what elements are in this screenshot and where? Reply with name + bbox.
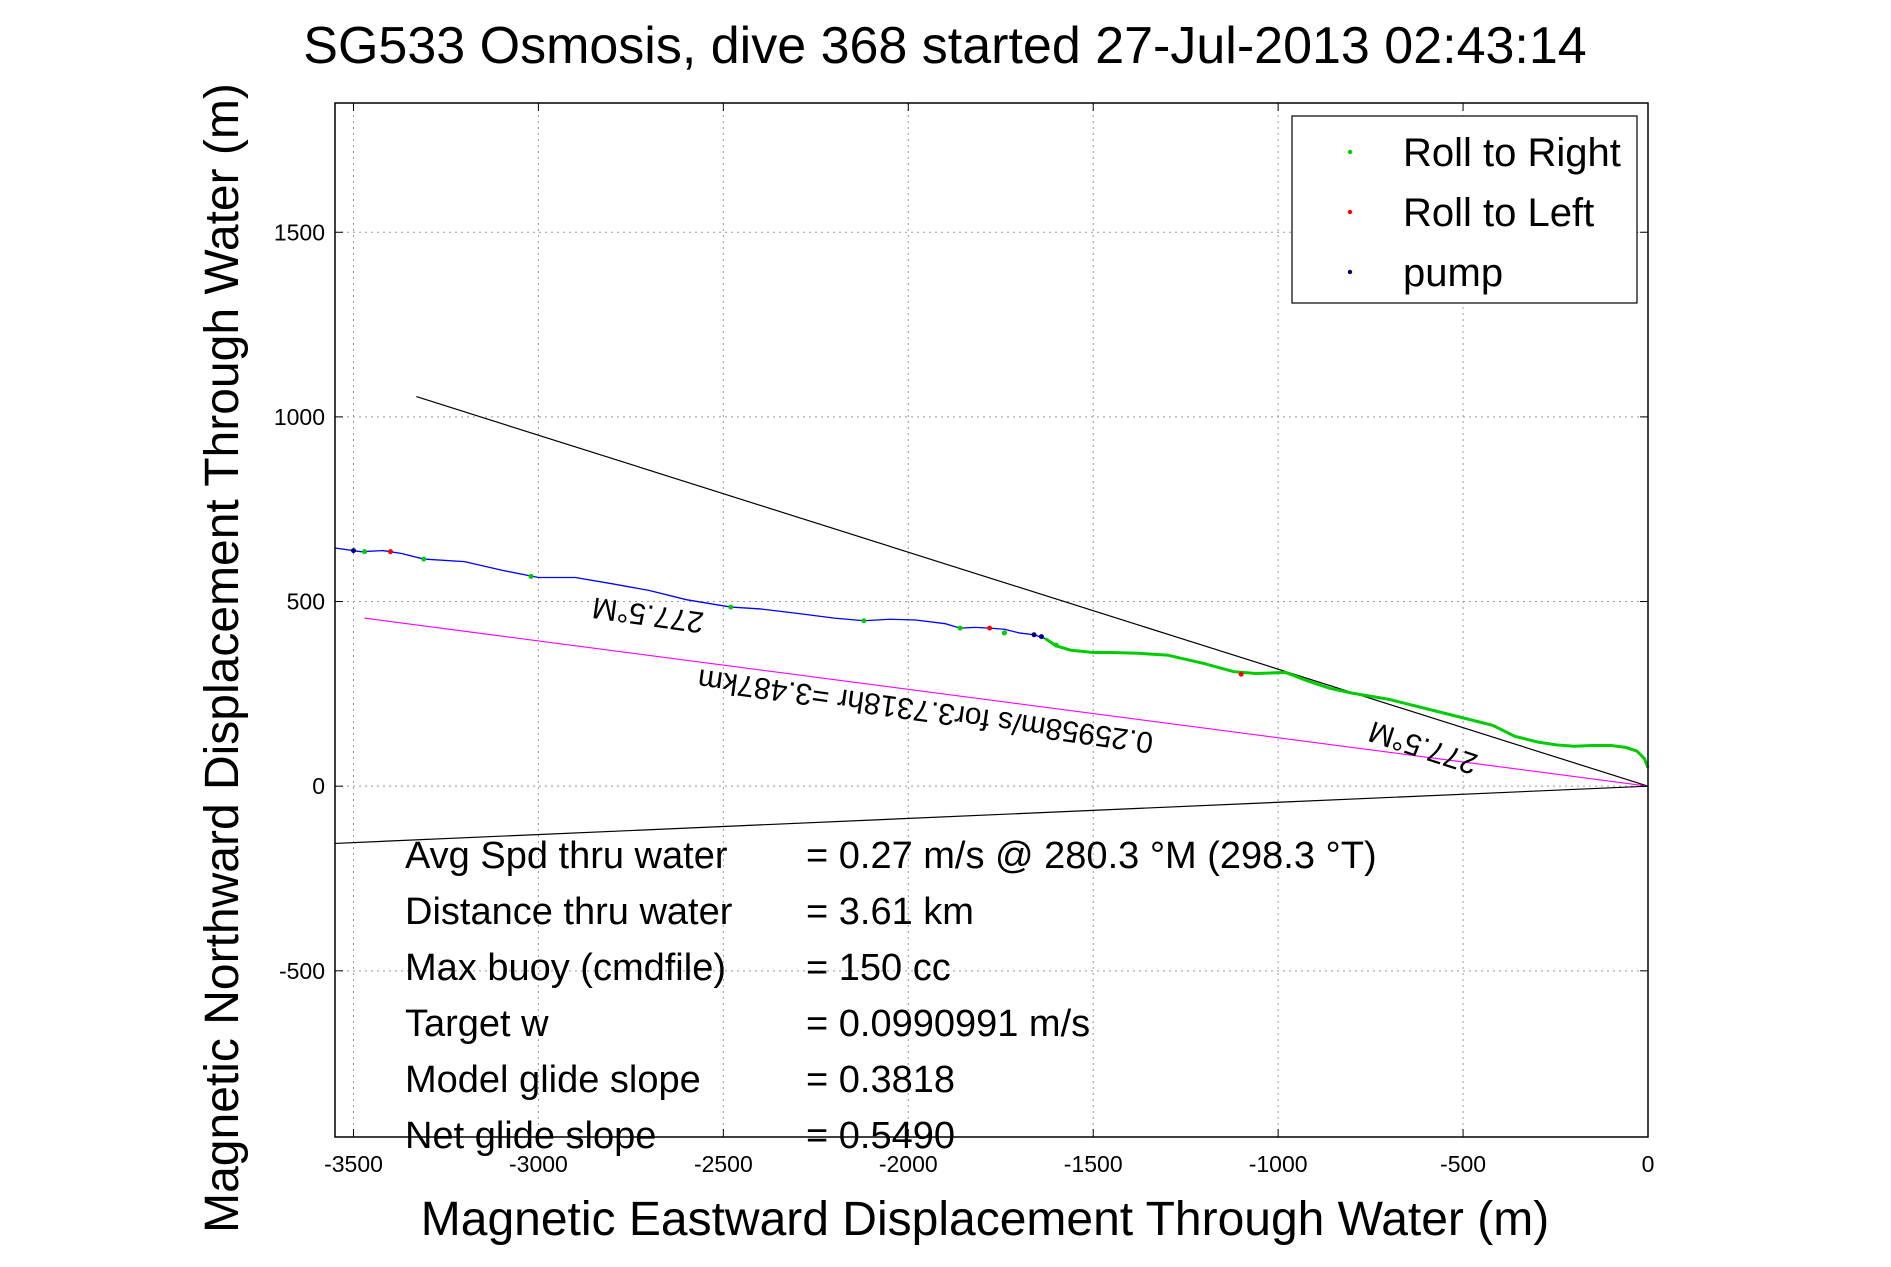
pump-point (1031, 632, 1037, 638)
reference-line (416, 396, 1649, 787)
stat-value: = 150 cc (806, 947, 951, 989)
x-tick-label: -1500 (1064, 1151, 1123, 1177)
roll-to-right-point (528, 573, 534, 579)
roll-to-left-point (1238, 671, 1244, 677)
stats-block: Avg Spd thru water = 0.27 m/s @ 280.3 °M … (405, 835, 1377, 1157)
legend-marker (1347, 209, 1353, 215)
y-tick-label: 500 (287, 589, 325, 615)
legend-marker (1347, 269, 1353, 275)
legend-label: Roll to Right (1403, 131, 1621, 175)
roll-to-left-point (387, 549, 393, 555)
y-tick-label: 1500 (274, 219, 325, 245)
track-series-line (1044, 637, 1650, 769)
track-series-line (334, 547, 1046, 640)
stat-label: Model glide slope (405, 1059, 701, 1101)
roll-to-right-point (957, 625, 963, 631)
x-axis-label: Magnetic Eastward Displacement Through W… (421, 1193, 1549, 1246)
pump-point (350, 548, 356, 554)
stat-value: = 0.5490 (806, 1115, 955, 1157)
x-tick-label: 0 (1642, 1151, 1655, 1177)
stat-value: = 0.0990991 m/s (806, 1003, 1090, 1045)
stat-label: Max buoy (cmdfile) (405, 947, 726, 989)
roll-to-right-point (1001, 630, 1007, 636)
x-tick-label: -2500 (694, 1151, 753, 1177)
y-tick-label: -500 (279, 958, 325, 984)
stat-label: Avg Spd thru water (405, 835, 728, 877)
stat-value: = 3.61 km (806, 891, 974, 933)
y-tick-label: 1000 (274, 404, 325, 430)
roll-to-right-point (362, 549, 368, 555)
legend-label: Roll to Left (1403, 191, 1594, 235)
stat-value: = 0.27 m/s @ 280.3 °M (298.3 °T) (806, 835, 1377, 877)
x-tick-label: -3000 (509, 1151, 568, 1177)
roll-to-right-point (1053, 642, 1059, 648)
x-tick-label: -2000 (879, 1151, 938, 1177)
legend-marker (1347, 149, 1353, 155)
roll-to-left-point (987, 625, 993, 631)
legend: Roll to Right Roll to Left pump (1291, 115, 1638, 304)
chart-title: SG533 Osmosis, dive 368 started 27-Jul-2… (303, 17, 1586, 75)
stat-value: = 0.3818 (806, 1059, 955, 1101)
y-tick-label: 0 (312, 773, 325, 799)
plot-frame (334, 102, 1649, 1138)
reference-line (334, 785, 1649, 845)
roll-to-right-point (728, 604, 734, 610)
pump-point (1038, 634, 1044, 640)
roll-to-right-point (421, 556, 427, 562)
stat-label: Target w (405, 1003, 549, 1045)
reference-line (364, 617, 1649, 787)
stat-label: Distance thru water (405, 891, 733, 933)
roll-to-right-point (861, 618, 867, 624)
stat-label: Net glide slope (405, 1115, 656, 1157)
x-tick-label: -1000 (1249, 1151, 1308, 1177)
y-axis-label: Magnetic Northward Displacement Through … (196, 83, 249, 1233)
legend-label: pump (1403, 251, 1503, 295)
x-tick-label: -500 (1440, 1151, 1486, 1177)
x-tick-label: -3500 (324, 1151, 383, 1177)
